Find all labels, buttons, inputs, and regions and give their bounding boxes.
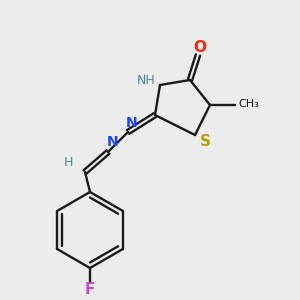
Text: F: F: [85, 281, 95, 296]
Text: CH₃: CH₃: [238, 99, 260, 109]
Text: S: S: [200, 134, 211, 148]
Text: H: H: [63, 155, 73, 169]
Text: NH: NH: [136, 74, 155, 86]
Text: O: O: [194, 40, 206, 55]
Text: N: N: [107, 135, 119, 149]
Text: N: N: [126, 116, 138, 130]
